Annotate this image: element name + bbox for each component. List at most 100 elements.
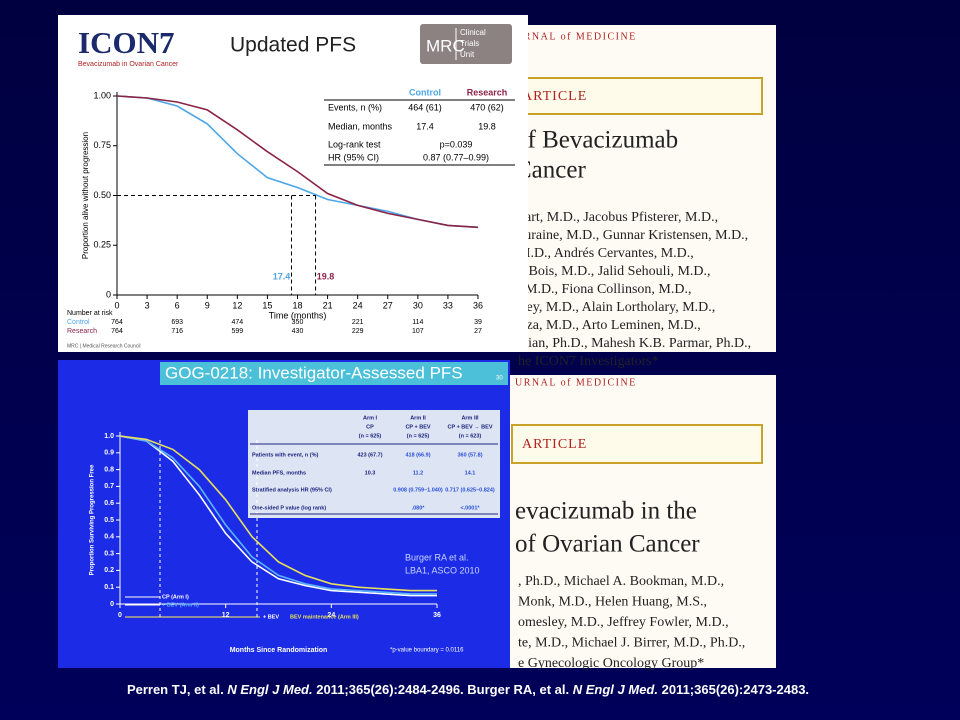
risk-value: 599: [231, 328, 243, 335]
article-author: u Bois, M.D., Jalid Sehouli, M.D.,: [518, 264, 711, 279]
x-tick-label: 24: [353, 300, 363, 310]
table-row-label: Patients with event, n (%): [252, 452, 318, 458]
table-row-label: HR (95% CI): [328, 152, 379, 162]
x-tick-label: 0: [118, 612, 122, 619]
annotation: + BEV: [263, 614, 279, 620]
series-line: [119, 435, 437, 597]
x-tick-label: 18: [292, 300, 302, 310]
x-tick-label: 12: [232, 300, 242, 310]
table-header: CP + BEV → BEV: [448, 424, 493, 430]
table-cell: 423 (67.7): [357, 452, 382, 458]
table-header: (n = 625): [359, 433, 382, 439]
risk-value: 27: [474, 328, 482, 335]
article-author: irza, M.D., Arto Leminen, M.D.,: [518, 318, 701, 333]
table-row-label: Median PFS, months: [252, 470, 306, 476]
article-author: Qian, Ph.D., Mahesh K.B. Parmar, Ph.D.,: [518, 336, 751, 351]
table-header: CP + BEV: [405, 424, 430, 430]
risk-table-title: Number at risk: [67, 310, 113, 317]
footer: MRC | Medical Research Council: [67, 343, 141, 349]
badge-text: Unit: [460, 50, 475, 59]
risk-row-name: Control: [67, 319, 90, 326]
article-author: auraine, M.D., Gunnar Kristensen, M.D.,: [518, 228, 748, 243]
risk-value: 39: [474, 319, 482, 326]
article-title: of Ovarian Cancer: [515, 531, 700, 558]
legend-entry: CP (Arm I): [162, 594, 189, 600]
journal-name: URNAL of MEDICINE: [515, 31, 637, 42]
x-tick-label: 27: [383, 300, 393, 310]
table-header: Arm III: [461, 415, 479, 421]
risk-value: 474: [231, 319, 243, 326]
article-author: te, M.D., Michael J. Birrer, M.D., Ph.D.…: [518, 636, 745, 651]
risk-value: 693: [171, 319, 183, 326]
article-author: , M.D., Fiona Collinson, M.D.,: [518, 282, 691, 297]
x-tick-label: 33: [443, 300, 453, 310]
y-axis-label: Proportion alive without progression: [81, 132, 90, 259]
chart-title: Updated PFS: [230, 34, 356, 57]
x-tick-label: 24: [327, 612, 335, 619]
table-row-label: One-sided P value (log rank): [252, 505, 326, 511]
table-cell: 14.1: [465, 470, 476, 476]
table-cell: 17.4: [416, 121, 434, 131]
article-author: M.D., Andrés Cervantes, M.D.,: [518, 246, 694, 261]
footnote: *p-value boundary = 0.0116: [390, 648, 464, 654]
citation-part: 2011;365(26):2473-2483.: [658, 682, 809, 697]
legend-entry: BEV maintenance (Arm III): [290, 614, 359, 620]
table-cell: 464 (61): [408, 102, 442, 112]
badge-label: MRC: [426, 36, 465, 55]
table-cell: .080*: [412, 505, 426, 511]
risk-value: 430: [292, 328, 304, 335]
y-tick-label: 0.6: [104, 500, 114, 507]
median-label: 17.4: [273, 271, 291, 281]
x-tick-label: 0: [114, 300, 119, 310]
table-cell: 11.2: [413, 470, 423, 476]
risk-value: 764: [111, 328, 123, 335]
table-row-label: Median, months: [328, 121, 393, 131]
x-tick-label: 3: [145, 300, 150, 310]
citation-part: N Engl J Med.: [227, 682, 312, 697]
median-label: 19.8: [317, 271, 335, 281]
risk-value: 716: [171, 328, 183, 335]
x-axis-label: Time (months): [269, 310, 327, 320]
table-cell: 19.8: [478, 121, 496, 131]
x-tick-label: 12: [222, 612, 230, 619]
chart-panel: [58, 15, 528, 352]
y-tick-label: 0: [106, 289, 111, 299]
y-tick-label: 0.3: [104, 550, 114, 557]
badge-text: Trials: [460, 39, 479, 48]
y-tick-label: 0: [110, 601, 114, 608]
table-header: (n = 625): [407, 433, 430, 439]
article-author: , Ph.D., Michael A. Bookman, M.D.,: [518, 574, 724, 589]
table-row-label: Events, n (%): [328, 102, 382, 112]
table-cell: 470 (62): [470, 102, 504, 112]
article-title: evacizumab in the: [515, 498, 697, 525]
x-tick-label: 36: [473, 300, 483, 310]
article-section: ARTICLE: [522, 89, 587, 104]
table-cell: 10.3: [365, 470, 376, 476]
risk-value: 107: [412, 328, 424, 335]
badge-text: Clinical: [460, 28, 486, 37]
x-axis-label: Months Since Randomization: [230, 647, 328, 654]
y-tick-label: 0.7: [104, 483, 114, 490]
article-section: ARTICLE: [522, 437, 587, 452]
risk-value: 350: [292, 319, 304, 326]
logo-subtitle: Bevacizumab in Ovarian Cancer: [78, 61, 179, 68]
article-author: vart, M.D., Jacobus Pfisterer, M.D.,: [518, 210, 718, 225]
page-number: 30: [496, 376, 503, 382]
table-cell: p=0.039: [440, 139, 473, 149]
x-tick-label: 21: [323, 300, 333, 310]
table-header: Arm II: [410, 415, 426, 421]
article-author: e Gynecologic Oncology Group*: [518, 656, 704, 671]
table-cell: 418 (66.9): [405, 452, 430, 458]
table-header: Research: [467, 87, 508, 97]
citation: Perren TJ, et al. N Engl J Med. 2011;365…: [127, 682, 809, 697]
table-row-label: Log-rank test: [328, 139, 381, 149]
article-panel: [510, 375, 776, 668]
y-tick-label: 0.9: [104, 450, 114, 457]
article-section-box: [511, 424, 763, 464]
citation-part: N Engl J Med.: [573, 682, 658, 697]
table-cell: 0.87 (0.77–0.99): [423, 152, 489, 162]
title-bar: [160, 362, 508, 385]
x-tick-label: 9: [205, 300, 210, 310]
y-axis-label: Proportion Surviving Progression Free: [90, 464, 96, 575]
